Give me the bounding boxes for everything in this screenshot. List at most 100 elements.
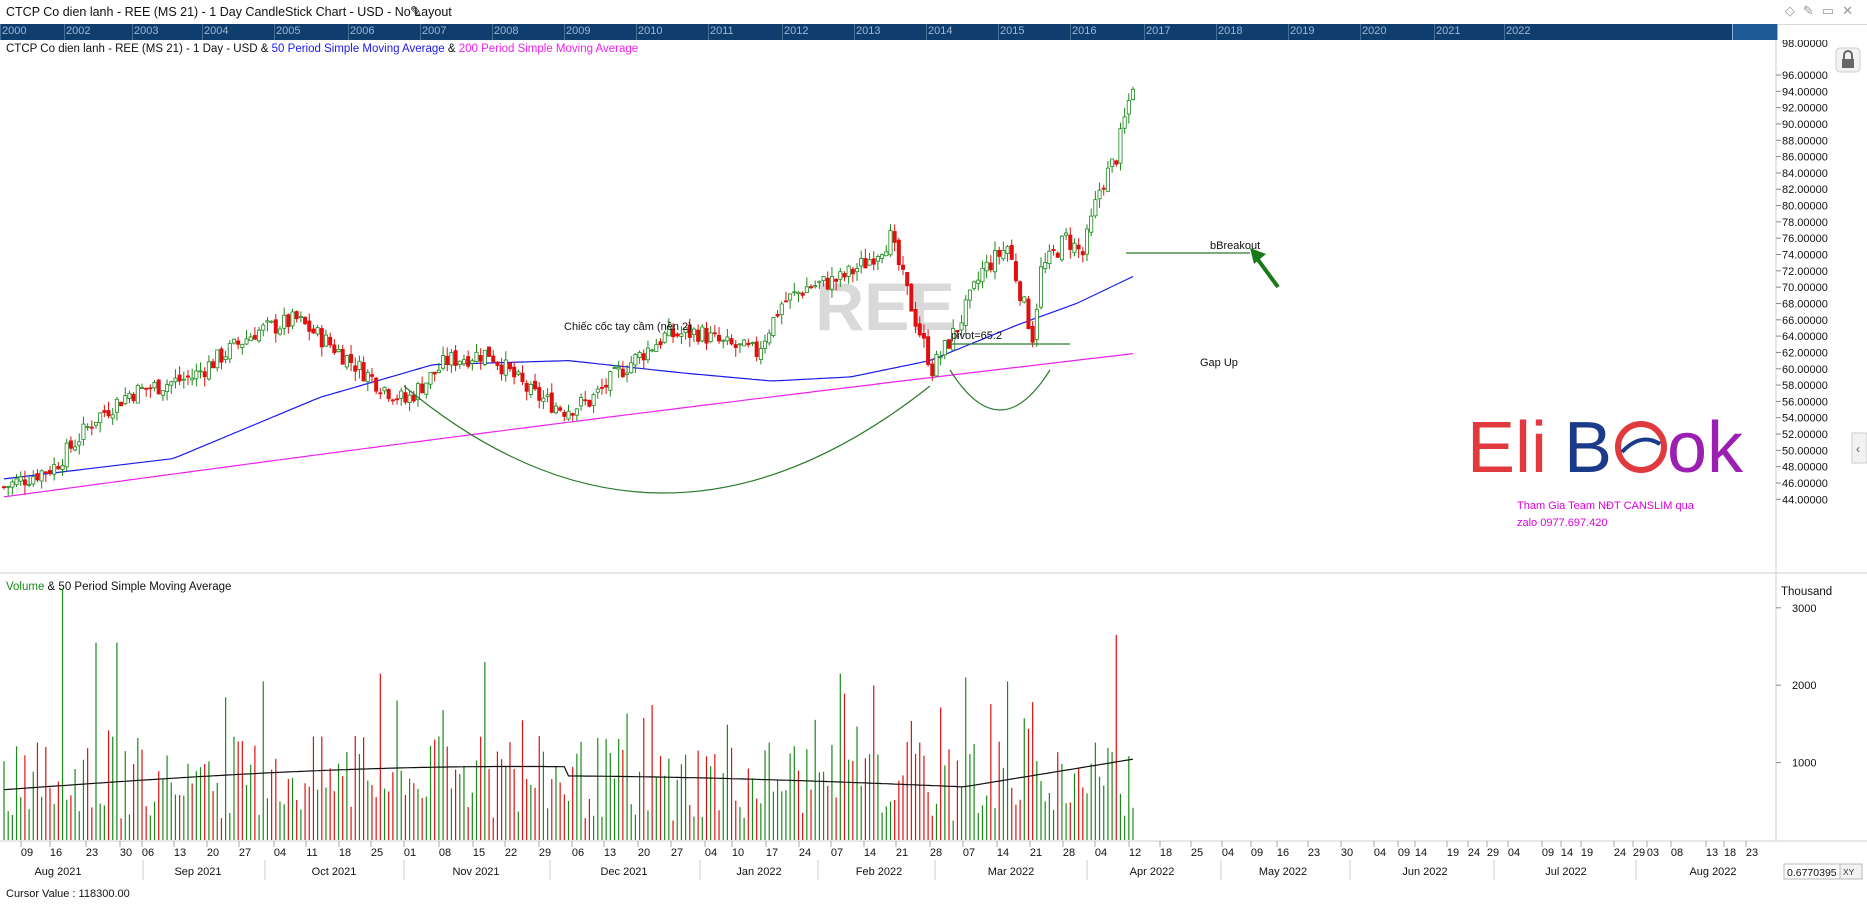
- ma50-line: [3, 276, 1134, 480]
- gap-up-label: Gap Up: [1200, 357, 1238, 369]
- window-control-button[interactable]: ◇: [1784, 3, 1803, 18]
- candle-body: [311, 328, 316, 334]
- candle-body: [265, 320, 270, 323]
- candle-body: [896, 239, 901, 266]
- candle-body: [976, 279, 981, 284]
- x-day-label: 03: [1647, 847, 1659, 859]
- candle-body: [809, 286, 814, 289]
- window-title: CTCP Co dien lanh - REE (MS 21) - 1 Day …: [6, 5, 452, 19]
- x-day-label: 27: [239, 847, 251, 859]
- y-tick-label: 72.00000: [1782, 266, 1828, 278]
- candle-body: [679, 333, 684, 337]
- candle-body: [1105, 167, 1110, 192]
- overview-year-label: 2018: [1218, 25, 1243, 37]
- overview-tick: [1070, 24, 1071, 40]
- candle-body: [106, 410, 111, 417]
- breakout-arrow-head: [1250, 248, 1266, 264]
- candle-body: [875, 256, 880, 262]
- x-day-label: 06: [572, 847, 584, 859]
- candle-body: [1051, 249, 1056, 252]
- overview-year-label: 2006: [350, 25, 375, 37]
- candle-body: [942, 340, 947, 356]
- overview-tick: [1288, 24, 1289, 40]
- x-month-label: Aug 2022: [1689, 866, 1736, 878]
- collapse-panel-icon[interactable]: ‹: [1851, 432, 1867, 464]
- xy-toggle[interactable]: [1839, 863, 1863, 880]
- candle-body: [219, 348, 224, 363]
- xy-toggle-label: XY: [1843, 867, 1855, 877]
- candle-body: [1047, 250, 1052, 264]
- y-tick-label: 78.00000: [1782, 217, 1828, 229]
- overview-year-label: 2008: [494, 25, 519, 37]
- window-control-button[interactable]: ✎: [1802, 3, 1822, 18]
- candle-body: [482, 349, 487, 365]
- candle-body: [286, 314, 291, 328]
- window-control-button[interactable]: ✕: [1842, 3, 1861, 18]
- logo-swoosh: [1620, 437, 1662, 454]
- window-control-button[interactable]: ▭: [1821, 3, 1843, 18]
- candle-body: [783, 300, 788, 303]
- candle-body: [6, 486, 11, 488]
- candle-body: [549, 392, 554, 413]
- candle-body: [344, 355, 349, 368]
- candle-body: [160, 390, 165, 396]
- candle-body: [754, 341, 759, 357]
- window-controls[interactable]: ◇✎▭✕: [1785, 3, 1861, 19]
- candle-body: [1110, 158, 1115, 167]
- candle-body: [616, 366, 621, 370]
- candle-body: [1001, 250, 1006, 260]
- candle-body: [202, 371, 207, 378]
- y-tick-label: 58.00000: [1782, 380, 1828, 392]
- x-day-label: 19: [1581, 847, 1593, 859]
- y-tick-label: 80.00000: [1782, 201, 1828, 213]
- overview-tick: [420, 24, 421, 40]
- candle-body: [993, 250, 998, 273]
- x-day-label: 07: [831, 847, 843, 859]
- y-tick-label: 70.00000: [1782, 282, 1828, 294]
- candle-body: [625, 372, 630, 375]
- candle-body: [825, 277, 830, 290]
- candle-body: [47, 470, 52, 474]
- breakout-arrow-shaft: [1254, 255, 1280, 289]
- candle-body: [240, 343, 245, 348]
- candle-body: [767, 332, 772, 344]
- svg-text:‹: ‹: [1856, 442, 1860, 456]
- overview-tick: [564, 24, 565, 40]
- y-tick-label: 86.00000: [1782, 152, 1828, 164]
- candle-body: [796, 291, 801, 295]
- candle-body: [1018, 281, 1023, 302]
- symbol-watermark: REE: [815, 269, 955, 345]
- candle-body: [524, 382, 529, 392]
- candle-body: [959, 322, 964, 331]
- candle-body: [846, 265, 851, 277]
- overview-tick: [782, 24, 783, 40]
- x-day-label: 20: [207, 847, 219, 859]
- candle-body: [742, 339, 747, 347]
- cursor-value: Cursor Value : 118300.00: [6, 888, 130, 900]
- candle-body: [595, 388, 600, 393]
- y-tick-label: 74.00000: [1782, 250, 1828, 262]
- overview-navigator[interactable]: 2000 2002 2003 2004 2005 2006 2007 2008 2009 2010…: [0, 24, 1778, 40]
- x-day-label: 06: [142, 847, 154, 859]
- edit-title-icon[interactable]: ✎: [410, 3, 422, 19]
- candle-body: [1059, 235, 1064, 261]
- x-day-label: 08: [1671, 847, 1683, 859]
- candle-body: [1076, 244, 1081, 250]
- candle-body: [248, 336, 253, 342]
- candle-body: [905, 272, 910, 287]
- candle-body: [834, 278, 839, 282]
- overview-tick: [998, 24, 999, 40]
- y-tick-label: 94.00000: [1782, 86, 1828, 98]
- candle-body: [1013, 261, 1018, 282]
- candle-body: [89, 426, 94, 429]
- lock-icon[interactable]: [1835, 47, 1861, 73]
- chart-canvas[interactable]: CTCP Co dien lanh - REE (MS 21) - 1 Day …: [0, 40, 1867, 906]
- overview-selection[interactable]: [1732, 24, 1778, 40]
- candle-body: [64, 442, 69, 468]
- candle-body: [340, 349, 345, 365]
- candle-body: [98, 412, 103, 424]
- candle-body: [244, 338, 249, 345]
- candle-body: [144, 387, 149, 390]
- x-day-label: 08: [439, 847, 451, 859]
- y-tick-label: 60.00000: [1782, 364, 1828, 376]
